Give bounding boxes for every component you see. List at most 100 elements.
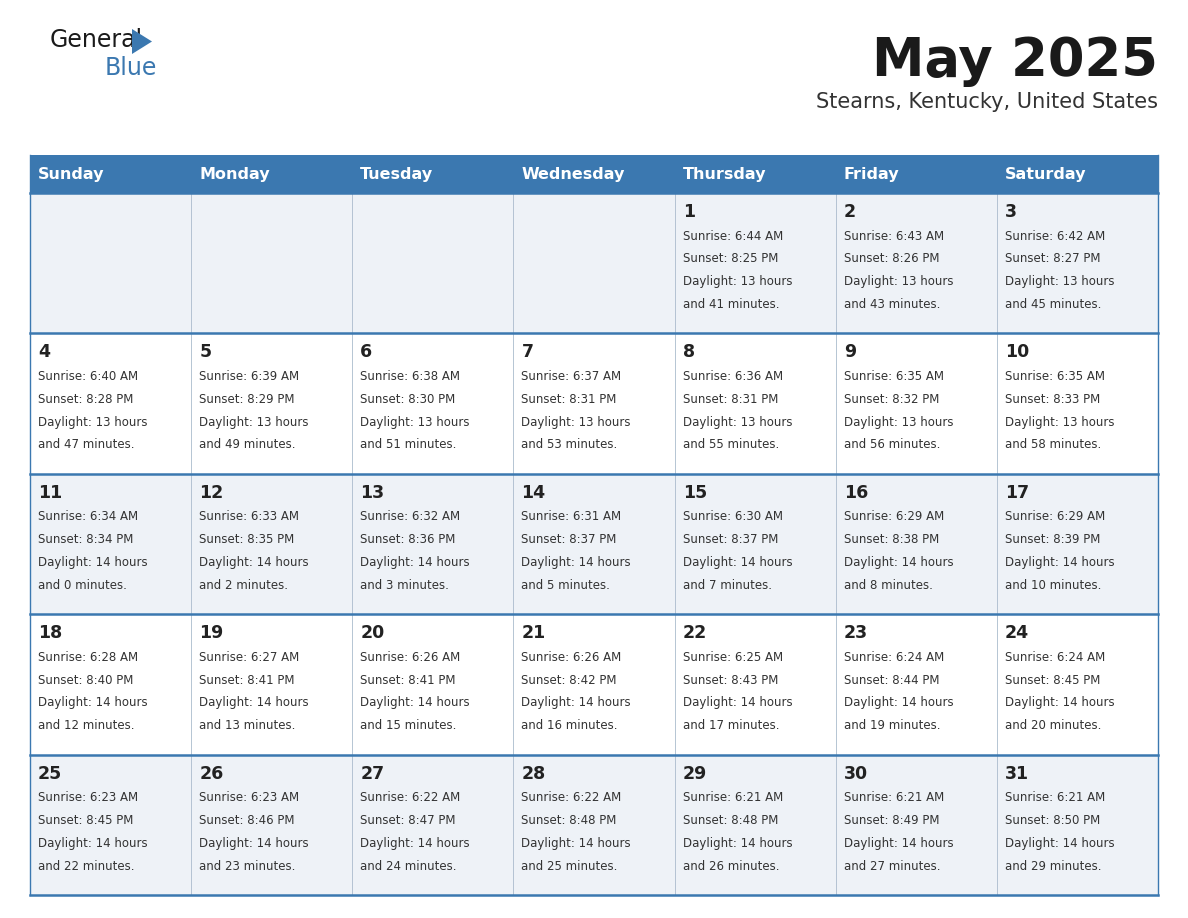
Text: Sunrise: 6:42 AM: Sunrise: 6:42 AM [1005, 230, 1105, 242]
Text: 26: 26 [200, 765, 223, 783]
Text: Sunrise: 6:24 AM: Sunrise: 6:24 AM [843, 651, 944, 664]
Text: and 16 minutes.: and 16 minutes. [522, 719, 618, 733]
Text: Daylight: 14 hours: Daylight: 14 hours [360, 837, 470, 850]
Text: 23: 23 [843, 624, 868, 643]
Text: Sunset: 8:41 PM: Sunset: 8:41 PM [360, 674, 456, 687]
Text: 5: 5 [200, 343, 211, 362]
Text: Sunset: 8:45 PM: Sunset: 8:45 PM [1005, 674, 1100, 687]
Text: Daylight: 14 hours: Daylight: 14 hours [1005, 556, 1114, 569]
Text: Sunset: 8:39 PM: Sunset: 8:39 PM [1005, 533, 1100, 546]
Text: Sunrise: 6:36 AM: Sunrise: 6:36 AM [683, 370, 783, 383]
Text: Daylight: 14 hours: Daylight: 14 hours [683, 697, 792, 710]
Text: 1: 1 [683, 203, 695, 221]
Text: and 47 minutes.: and 47 minutes. [38, 438, 134, 452]
Text: Daylight: 13 hours: Daylight: 13 hours [843, 275, 953, 288]
Text: and 10 minutes.: and 10 minutes. [1005, 578, 1101, 592]
Text: Sunrise: 6:26 AM: Sunrise: 6:26 AM [522, 651, 621, 664]
Text: 25: 25 [38, 765, 62, 783]
Text: Sunset: 8:37 PM: Sunset: 8:37 PM [683, 533, 778, 546]
Text: and 53 minutes.: and 53 minutes. [522, 438, 618, 452]
Text: Daylight: 14 hours: Daylight: 14 hours [522, 837, 631, 850]
Text: Sunset: 8:47 PM: Sunset: 8:47 PM [360, 814, 456, 827]
Text: Sunset: 8:37 PM: Sunset: 8:37 PM [522, 533, 617, 546]
Text: 21: 21 [522, 624, 545, 643]
Text: Sunrise: 6:40 AM: Sunrise: 6:40 AM [38, 370, 138, 383]
Text: Sunset: 8:31 PM: Sunset: 8:31 PM [522, 393, 617, 406]
Text: Sunrise: 6:28 AM: Sunrise: 6:28 AM [38, 651, 138, 664]
Text: and 25 minutes.: and 25 minutes. [522, 859, 618, 872]
Text: 19: 19 [200, 624, 223, 643]
Text: and 15 minutes.: and 15 minutes. [360, 719, 456, 733]
Text: 22: 22 [683, 624, 707, 643]
Text: Monday: Monday [200, 166, 270, 182]
Text: and 8 minutes.: and 8 minutes. [843, 578, 933, 592]
Text: Sunset: 8:36 PM: Sunset: 8:36 PM [360, 533, 456, 546]
Text: Sunset: 8:31 PM: Sunset: 8:31 PM [683, 393, 778, 406]
Text: 3: 3 [1005, 203, 1017, 221]
Text: Sunrise: 6:27 AM: Sunrise: 6:27 AM [200, 651, 299, 664]
Text: and 43 minutes.: and 43 minutes. [843, 298, 940, 311]
Text: Sunrise: 6:29 AM: Sunrise: 6:29 AM [843, 510, 944, 523]
Text: Sunrise: 6:33 AM: Sunrise: 6:33 AM [200, 510, 299, 523]
Text: Sunset: 8:41 PM: Sunset: 8:41 PM [200, 674, 295, 687]
Text: Daylight: 14 hours: Daylight: 14 hours [522, 556, 631, 569]
Text: and 23 minutes.: and 23 minutes. [200, 859, 296, 872]
Text: Stearns, Kentucky, United States: Stearns, Kentucky, United States [816, 92, 1158, 112]
Bar [30, 614, 1158, 755]
Text: and 3 minutes.: and 3 minutes. [360, 578, 449, 592]
Bar [30, 333, 1158, 474]
Text: 15: 15 [683, 484, 707, 502]
Text: 29: 29 [683, 765, 707, 783]
Text: Sunset: 8:32 PM: Sunset: 8:32 PM [843, 393, 939, 406]
Text: Daylight: 13 hours: Daylight: 13 hours [522, 416, 631, 429]
Text: Sunrise: 6:35 AM: Sunrise: 6:35 AM [843, 370, 943, 383]
Text: Sunrise: 6:21 AM: Sunrise: 6:21 AM [683, 791, 783, 804]
Text: Sunrise: 6:26 AM: Sunrise: 6:26 AM [360, 651, 461, 664]
Text: Daylight: 13 hours: Daylight: 13 hours [683, 416, 792, 429]
Text: 4: 4 [38, 343, 50, 362]
Text: 18: 18 [38, 624, 62, 643]
Text: Daylight: 14 hours: Daylight: 14 hours [1005, 837, 1114, 850]
Text: Daylight: 13 hours: Daylight: 13 hours [38, 416, 147, 429]
Text: Sunset: 8:48 PM: Sunset: 8:48 PM [683, 814, 778, 827]
Text: Daylight: 14 hours: Daylight: 14 hours [683, 556, 792, 569]
Text: Sunrise: 6:35 AM: Sunrise: 6:35 AM [1005, 370, 1105, 383]
Text: Daylight: 13 hours: Daylight: 13 hours [843, 416, 953, 429]
Text: Sunrise: 6:21 AM: Sunrise: 6:21 AM [843, 791, 944, 804]
Text: Daylight: 14 hours: Daylight: 14 hours [38, 697, 147, 710]
Text: Sunset: 8:29 PM: Sunset: 8:29 PM [200, 393, 295, 406]
Text: Sunset: 8:33 PM: Sunset: 8:33 PM [1005, 393, 1100, 406]
Text: 2: 2 [843, 203, 855, 221]
Text: 14: 14 [522, 484, 545, 502]
Text: Sunrise: 6:32 AM: Sunrise: 6:32 AM [360, 510, 461, 523]
Text: Daylight: 14 hours: Daylight: 14 hours [38, 556, 147, 569]
Text: Daylight: 14 hours: Daylight: 14 hours [38, 837, 147, 850]
Text: Sunrise: 6:24 AM: Sunrise: 6:24 AM [1005, 651, 1105, 664]
Text: Sunrise: 6:38 AM: Sunrise: 6:38 AM [360, 370, 460, 383]
Text: 11: 11 [38, 484, 62, 502]
Text: Daylight: 14 hours: Daylight: 14 hours [360, 697, 470, 710]
Text: Daylight: 13 hours: Daylight: 13 hours [1005, 275, 1114, 288]
Text: Sunrise: 6:43 AM: Sunrise: 6:43 AM [843, 230, 943, 242]
Text: Sunset: 8:40 PM: Sunset: 8:40 PM [38, 674, 133, 687]
Text: Sunrise: 6:21 AM: Sunrise: 6:21 AM [1005, 791, 1105, 804]
Text: Daylight: 14 hours: Daylight: 14 hours [683, 837, 792, 850]
Text: Sunrise: 6:39 AM: Sunrise: 6:39 AM [200, 370, 299, 383]
Text: Sunset: 8:45 PM: Sunset: 8:45 PM [38, 814, 133, 827]
Text: and 49 minutes.: and 49 minutes. [200, 438, 296, 452]
Text: Tuesday: Tuesday [360, 166, 434, 182]
Text: Sunset: 8:42 PM: Sunset: 8:42 PM [522, 674, 617, 687]
Text: and 58 minutes.: and 58 minutes. [1005, 438, 1101, 452]
Text: Daylight: 14 hours: Daylight: 14 hours [843, 837, 953, 850]
Text: 27: 27 [360, 765, 385, 783]
Text: 20: 20 [360, 624, 385, 643]
Text: Sunrise: 6:22 AM: Sunrise: 6:22 AM [522, 791, 621, 804]
Text: 7: 7 [522, 343, 533, 362]
Text: and 2 minutes.: and 2 minutes. [200, 578, 289, 592]
Text: Daylight: 14 hours: Daylight: 14 hours [1005, 697, 1114, 710]
Text: Wednesday: Wednesday [522, 166, 625, 182]
Text: Daylight: 14 hours: Daylight: 14 hours [843, 697, 953, 710]
Text: and 5 minutes.: and 5 minutes. [522, 578, 611, 592]
Text: Saturday: Saturday [1005, 166, 1086, 182]
Text: and 26 minutes.: and 26 minutes. [683, 859, 779, 872]
